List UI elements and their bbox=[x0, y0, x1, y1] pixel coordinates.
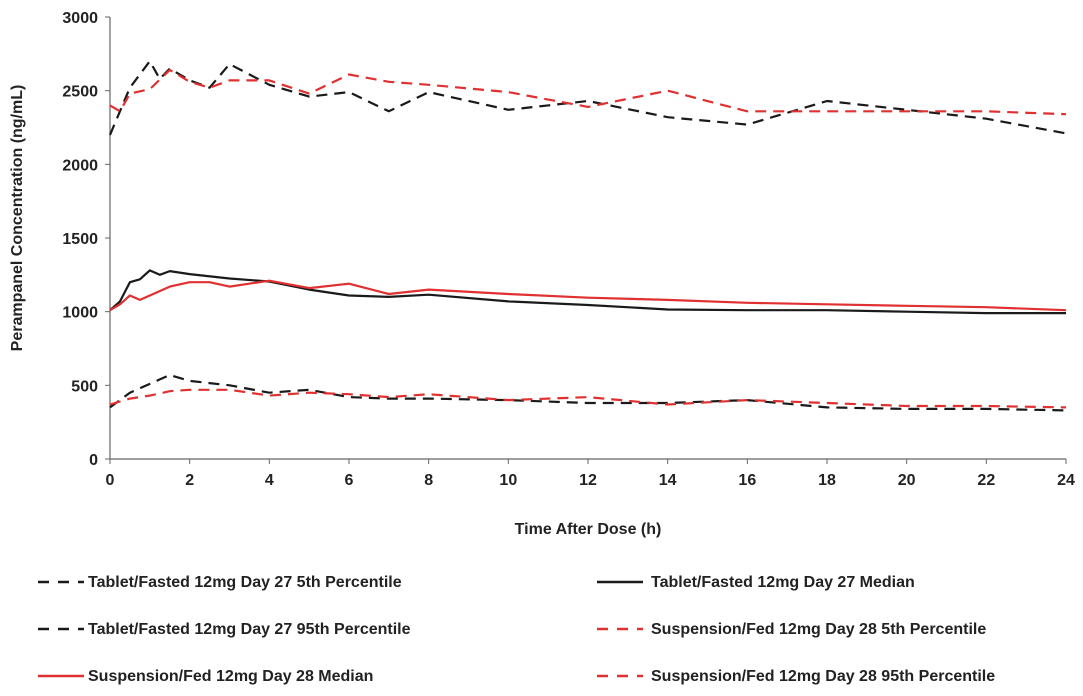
y-axis-title: Perampanel Concentration (ng/mL) bbox=[9, 85, 26, 352]
series-line-5 bbox=[109, 279, 1067, 312]
y-tick-label: 3000 bbox=[62, 10, 98, 27]
legend-label: Suspension/Fed 12mg Day 28 Median bbox=[88, 668, 373, 685]
y-tick-label: 2000 bbox=[62, 157, 98, 174]
x-tick-label: 8 bbox=[424, 472, 433, 489]
series-layer bbox=[108, 60, 1067, 412]
series-line-4 bbox=[109, 388, 1067, 409]
y-tick-label: 1500 bbox=[62, 231, 98, 248]
series-line-2 bbox=[109, 269, 1066, 315]
legend-label: Tablet/Fasted 12mg Day 27 5th Percentile bbox=[88, 574, 402, 591]
y-tick-label: 500 bbox=[71, 378, 98, 395]
y-tick-label: 2500 bbox=[62, 84, 98, 101]
legend-label: Suspension/Fed 12mg Day 28 95th Percenti… bbox=[651, 668, 995, 685]
x-tick-label: 2 bbox=[185, 472, 194, 489]
legend-label: Suspension/Fed 12mg Day 28 5th Percentil… bbox=[651, 621, 986, 638]
legend-label: Tablet/Fasted 12mg Day 27 95th Percentil… bbox=[88, 621, 411, 638]
y-tick-label: 0 bbox=[89, 452, 98, 469]
x-tick-label: 22 bbox=[977, 472, 995, 489]
x-tick-label: 12 bbox=[579, 472, 597, 489]
legend-label: Tablet/Fasted 12mg Day 27 Median bbox=[651, 574, 915, 591]
y-tick-label: 1000 bbox=[62, 305, 98, 322]
x-tick-label: 16 bbox=[738, 472, 756, 489]
x-tick-label: 4 bbox=[265, 472, 274, 489]
x-tick-label: 14 bbox=[659, 472, 677, 489]
x-tick-label: 10 bbox=[499, 472, 517, 489]
series-line-6 bbox=[109, 68, 1067, 116]
legend: Tablet/Fasted 12mg Day 27 5th Percentile… bbox=[38, 574, 995, 685]
x-tick-label: 20 bbox=[898, 472, 916, 489]
series-line-3 bbox=[108, 60, 1067, 136]
x-axis-title: Time After Dose (h) bbox=[515, 521, 662, 538]
x-tick-label: 6 bbox=[345, 472, 354, 489]
x-tick-label: 18 bbox=[818, 472, 836, 489]
series-line-1 bbox=[109, 373, 1067, 412]
x-tick-label: 0 bbox=[106, 472, 115, 489]
x-tick-label: 24 bbox=[1057, 472, 1075, 489]
